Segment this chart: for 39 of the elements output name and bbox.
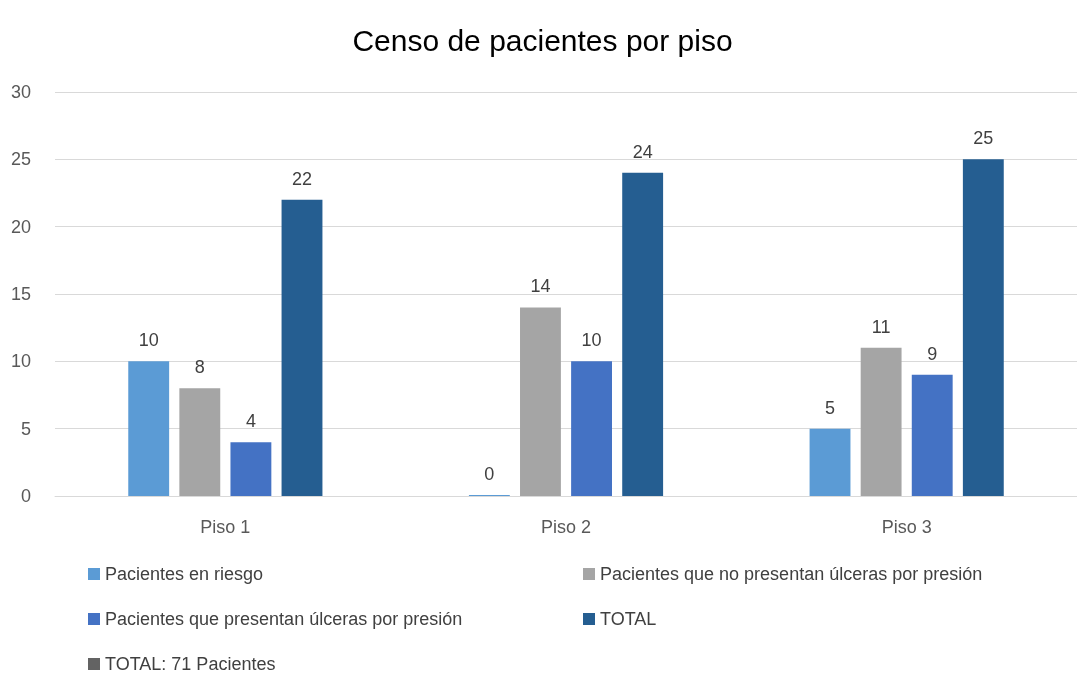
x-tick-label: Piso 2 bbox=[541, 517, 592, 537]
bar bbox=[520, 307, 561, 496]
x-tick-label: Piso 1 bbox=[200, 517, 251, 537]
data-label: 5 bbox=[825, 397, 836, 418]
legend-label: Pacientes en riesgo bbox=[105, 564, 264, 584]
bar bbox=[622, 172, 664, 496]
data-label: 14 bbox=[530, 276, 551, 297]
data-label: 8 bbox=[194, 357, 205, 378]
legend-label: TOTAL: 71 Pacientes bbox=[105, 654, 276, 674]
data-label: 4 bbox=[245, 411, 256, 432]
bar bbox=[179, 388, 221, 496]
bar bbox=[860, 347, 902, 496]
y-tick-label: 15 bbox=[10, 284, 32, 304]
y-tick-label: 25 bbox=[10, 149, 32, 170]
data-label: 22 bbox=[291, 168, 313, 189]
y-tick-label: 0 bbox=[21, 486, 32, 506]
x-tick-label: Piso 3 bbox=[881, 517, 932, 537]
data-label: 0 bbox=[484, 464, 495, 484]
y-tick-label: 20 bbox=[10, 216, 32, 237]
legend-label: TOTAL bbox=[600, 609, 657, 629]
legend-label: Pacientes que no presentan úlceras por presión bbox=[600, 564, 983, 584]
y-tick-label: 10 bbox=[10, 351, 32, 372]
data-label: 11 bbox=[871, 316, 891, 337]
bar bbox=[128, 361, 170, 496]
bar bbox=[809, 428, 851, 496]
bar bbox=[230, 442, 272, 496]
bar bbox=[571, 361, 612, 496]
bar bbox=[911, 374, 953, 496]
y-tick-label: 30 bbox=[10, 82, 32, 102]
chart-title: Censo de pacientes por piso bbox=[352, 23, 733, 57]
data-label: 10 bbox=[581, 330, 602, 351]
data-label: 25 bbox=[973, 128, 994, 149]
data-label: 9 bbox=[927, 343, 938, 364]
legend-label: Pacientes que presentan úlceras por presión bbox=[105, 609, 463, 629]
data-label: 24 bbox=[632, 141, 653, 162]
y-tick-label: 5 bbox=[21, 418, 32, 439]
bar bbox=[962, 159, 1004, 496]
bar bbox=[281, 199, 323, 496]
data-label: 10 bbox=[138, 330, 159, 351]
